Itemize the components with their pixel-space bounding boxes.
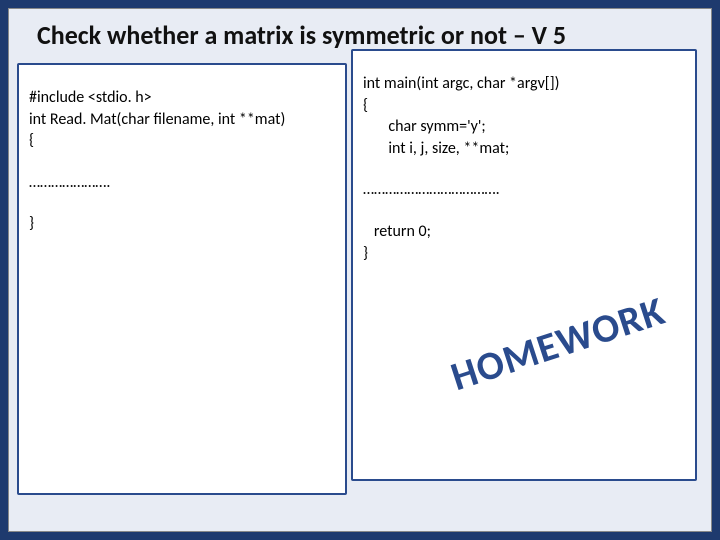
blank-line [29, 152, 335, 172]
code-line: { [363, 95, 685, 117]
code-line: { [29, 130, 335, 152]
code-line: return 0; [363, 221, 685, 243]
slide-container: Check whether a matrix is symmetric or n… [8, 8, 712, 532]
blank-line [363, 159, 685, 179]
left-code-panel: #include <stdio. h> int Read. Mat(char f… [17, 63, 347, 495]
code-line: int Read. Mat(char filename, int **mat) [29, 109, 335, 131]
code-panels: #include <stdio. h> int Read. Mat(char f… [9, 63, 711, 495]
homework-stamp: HOMEWORK [444, 284, 672, 404]
blank-line [363, 201, 685, 221]
code-line: ………………………………. [363, 179, 685, 201]
code-line: } [363, 243, 685, 265]
code-line: int main(int argc, char *argv[]) [363, 73, 685, 95]
code-line: #include <stdio. h> [29, 87, 335, 109]
code-line: } [29, 213, 335, 235]
code-line: char symm='y'; [363, 116, 685, 138]
code-line: …………………. [29, 172, 335, 194]
blank-line [29, 193, 335, 213]
right-code-panel: int main(int argc, char *argv[]) { char … [351, 49, 697, 481]
code-line: int i, j, size, **mat; [363, 138, 685, 160]
